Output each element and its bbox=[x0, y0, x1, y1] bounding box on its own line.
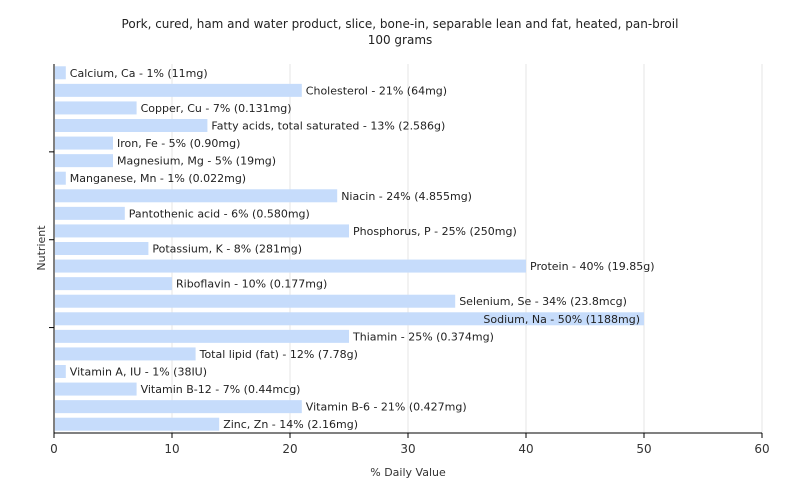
bar-label-20: Zinc, Zn - 14% (2.16mg) bbox=[223, 418, 358, 431]
bar-20 bbox=[55, 417, 220, 431]
bar-13 bbox=[55, 294, 456, 308]
bar-label-2: Copper, Cu - 7% (0.131mg) bbox=[141, 102, 292, 115]
bar-label-7: Niacin - 24% (4.855mg) bbox=[341, 190, 472, 203]
bar-16 bbox=[55, 347, 196, 361]
bar-14 bbox=[55, 312, 644, 326]
x-tick-label-5: 50 bbox=[636, 442, 651, 456]
bar-11 bbox=[55, 259, 526, 273]
bars-group: Calcium, Ca - 1% (11mg) Cholesterol - 21%… bbox=[55, 66, 655, 431]
x-tick-label-2: 20 bbox=[282, 442, 297, 456]
y-axis-label: Nutrient bbox=[35, 225, 48, 271]
bar-6 bbox=[55, 171, 66, 185]
bar-label-6: Manganese, Mn - 1% (0.022mg) bbox=[70, 172, 246, 185]
x-axis-label: % Daily Value bbox=[370, 466, 446, 479]
bar-19 bbox=[55, 400, 302, 414]
bar-label-16: Total lipid (fat) - 12% (7.78g) bbox=[199, 348, 358, 361]
bar-label-15: Thiamin - 25% (0.374mg) bbox=[352, 330, 494, 343]
x-tick-label-6: 60 bbox=[754, 442, 769, 456]
bar-label-4: Iron, Fe - 5% (0.90mg) bbox=[117, 137, 240, 150]
bar-7 bbox=[55, 189, 338, 203]
bar-15 bbox=[55, 329, 349, 343]
bar-5 bbox=[55, 154, 113, 168]
bar-label-17: Vitamin A, IU - 1% (38IU) bbox=[70, 366, 207, 379]
bar-label-14: Sodium, Na - 50% (1188mg) bbox=[483, 313, 640, 326]
bar-label-5: Magnesium, Mg - 5% (19mg) bbox=[117, 155, 276, 168]
bar-label-18: Vitamin B-12 - 7% (0.44mcg) bbox=[141, 383, 301, 396]
chart-title: Pork, cured, ham and water product, slic… bbox=[122, 17, 679, 31]
bar-label-10: Potassium, K - 8% (281mg) bbox=[152, 243, 302, 256]
x-tick-label-4: 40 bbox=[518, 442, 533, 456]
bar-1 bbox=[55, 83, 302, 97]
bar-8 bbox=[55, 206, 125, 220]
bar-2 bbox=[55, 101, 137, 115]
x-tick-label-0: 0 bbox=[50, 442, 58, 456]
x-tick-label-3: 30 bbox=[400, 442, 415, 456]
bar-label-13: Selenium, Se - 34% (23.8mcg) bbox=[459, 295, 627, 308]
bar-label-1: Cholesterol - 21% (64mg) bbox=[306, 84, 447, 97]
bar-label-19: Vitamin B-6 - 21% (0.427mg) bbox=[306, 401, 467, 414]
bar-label-8: Pantothenic acid - 6% (0.580mg) bbox=[129, 207, 310, 220]
bar-9 bbox=[55, 224, 349, 238]
x-tick-label-1: 10 bbox=[164, 442, 179, 456]
bar-0 bbox=[55, 66, 66, 80]
chart-subtitle: 100 grams bbox=[368, 33, 433, 47]
grid-lines bbox=[171, 64, 763, 433]
bar-17 bbox=[55, 365, 66, 378]
bar-label-12: Riboflavin - 10% (0.177mg) bbox=[176, 278, 327, 291]
bar-4 bbox=[55, 136, 113, 150]
axes-group: 0 10 20 30 40 50 60 bbox=[49, 64, 770, 456]
bar-label-3: Fatty acids, total saturated - 13% (2.58… bbox=[211, 120, 445, 133]
bar-10 bbox=[55, 242, 149, 255]
bar-3 bbox=[55, 119, 208, 132]
bar-18 bbox=[55, 382, 137, 396]
bar-label-9: Phosphorus, P - 25% (250mg) bbox=[353, 225, 517, 238]
bar-12 bbox=[55, 277, 172, 291]
bar-label-0: Calcium, Ca - 1% (11mg) bbox=[70, 67, 208, 80]
bar-label-11: Protein - 40% (19.85g) bbox=[530, 260, 655, 273]
